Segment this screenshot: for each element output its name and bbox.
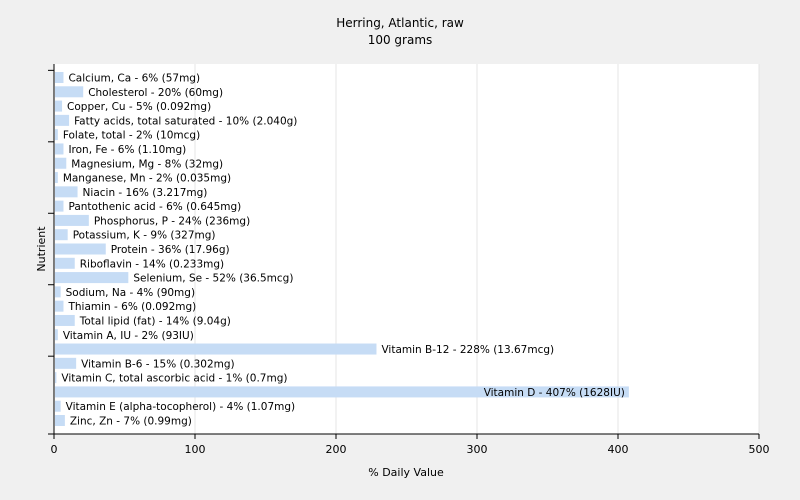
bar-label: Vitamin A, IU - 2% (93IU) [63, 330, 194, 342]
bar-label: Copper, Cu - 5% (0.092mg) [67, 101, 211, 113]
bar [55, 129, 58, 141]
bar [55, 100, 63, 112]
bar-label: Vitamin E (alpha-tocopherol) - 4% (1.07m… [66, 401, 296, 413]
bar-label: Phosphorus, P - 24% (236mg) [94, 215, 250, 227]
chart-subtitle: 100 grams [368, 33, 433, 47]
x-tick-label: 100 [185, 443, 206, 456]
bar-label: Fatty acids, total saturated - 10% (2.04… [74, 115, 297, 127]
bar [55, 329, 58, 341]
bar [55, 114, 70, 126]
bar [55, 272, 129, 284]
bar [55, 72, 64, 83]
x-tick-label: 0 [51, 443, 58, 456]
bar [55, 243, 106, 255]
bar-label: Sodium, Na - 4% (90mg) [66, 287, 195, 299]
bar-label: Pantothenic acid - 6% (0.645mg) [68, 201, 241, 213]
bar [55, 143, 64, 155]
x-axis-ticks: 0 100 200 300 400 500 [51, 434, 770, 456]
bar-label: Selenium, Se - 52% (36.5mcg) [133, 273, 293, 285]
bar-label: Vitamin D - 407% (1628IU) [484, 387, 625, 399]
bar-label: Thiamin - 6% (0.092mg) [67, 301, 196, 313]
gridlines [194, 64, 760, 434]
bar-label: Protein - 36% (17.96g) [111, 244, 230, 256]
bar-label: Niacin - 16% (3.217mg) [83, 187, 208, 199]
bar-label: Manganese, Mn - 2% (0.035mg) [63, 173, 231, 185]
bar-label: Potassium, K - 9% (327mg) [73, 230, 216, 242]
bar [55, 300, 64, 312]
bar [55, 400, 61, 412]
bar [55, 200, 64, 212]
bar [55, 172, 58, 184]
y-axis-title: Nutrient [35, 226, 48, 272]
bar-label: Riboflavin - 14% (0.233mg) [80, 258, 224, 270]
bar-label: Iron, Fe - 6% (1.10mg) [68, 144, 186, 156]
x-axis-title: % Daily Value [368, 466, 444, 479]
bar [55, 186, 78, 198]
bar-label: Magnesium, Mg - 8% (32mg) [71, 158, 223, 170]
bar [55, 314, 75, 326]
bar [55, 372, 57, 384]
x-tick-label: 500 [749, 443, 770, 456]
bar [55, 229, 68, 241]
bar-label: Folate, total - 2% (10mcg) [63, 130, 200, 142]
bar-label: Total lipid (fat) - 14% (9.04g) [79, 315, 231, 327]
bar [55, 214, 89, 226]
bar-label: Calcium, Ca - 6% (57mg) [68, 73, 200, 85]
bar-label: Vitamin B-12 - 228% (13.67mcg) [381, 344, 554, 356]
bar [55, 257, 75, 269]
bar [55, 343, 377, 355]
bar [55, 357, 77, 369]
bar-label: Vitamin C, total ascorbic acid - 1% (0.7… [61, 373, 287, 385]
x-tick-label: 400 [608, 443, 629, 456]
bar [55, 86, 84, 98]
bar [55, 157, 67, 169]
bars: Calcium, Ca - 6% (57mg) Cholesterol - 20%… [55, 72, 629, 428]
bar [55, 386, 629, 398]
bar-label: Vitamin B-6 - 15% (0.302mg) [81, 358, 235, 370]
x-tick-label: 300 [467, 443, 488, 456]
bar-label: Zinc, Zn - 7% (0.99mg) [70, 416, 192, 428]
chart-title: Herring, Atlantic, raw [336, 16, 464, 30]
axes [48, 64, 759, 435]
bar [55, 286, 61, 298]
bar [55, 415, 65, 426]
bar-label: Cholesterol - 20% (60mg) [88, 87, 223, 99]
plot-area [54, 64, 759, 434]
x-tick-label: 200 [326, 443, 347, 456]
